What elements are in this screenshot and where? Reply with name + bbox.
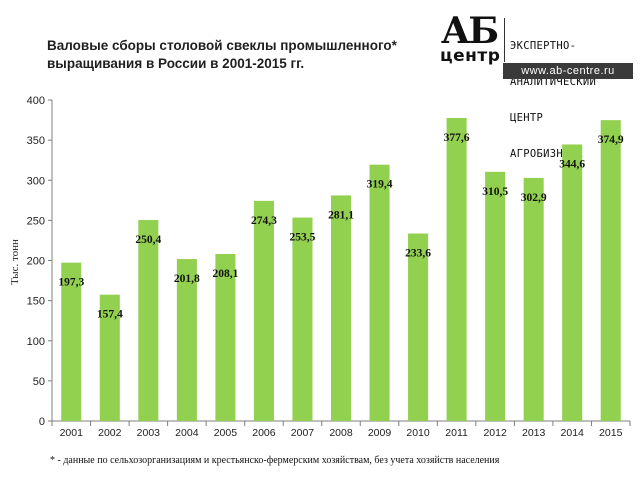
chart-title-line-2: выращивания в России в 2001-2015 гг. xyxy=(47,56,305,71)
x-tick-label: 2007 xyxy=(291,427,315,439)
data-label-2011: 377,6 xyxy=(444,132,470,144)
bar-2003 xyxy=(138,220,159,421)
x-tick-label: 2002 xyxy=(98,427,122,439)
x-tick-label: 2004 xyxy=(175,427,199,439)
x-axis: 2001 2002 2003 2004 2005 2006 2007 2008 2009 2010… xyxy=(51,420,631,439)
logo-line-2: АНАЛИТИЧЕСКИЙ xyxy=(510,76,597,88)
x-tick-label: 2014 xyxy=(561,427,585,439)
logo-divider xyxy=(504,18,505,62)
y-tick-label: 300 xyxy=(27,175,45,187)
y-tick-label: 150 xyxy=(27,296,45,308)
data-label-2009: 319,4 xyxy=(367,179,393,191)
y-tick-label: 200 xyxy=(27,256,45,268)
bar-2001 xyxy=(61,262,82,421)
logo-ab-letters: АБ xyxy=(441,10,499,52)
logo-line-3: ЦЕНТР xyxy=(510,112,544,124)
data-label-2004: 201,8 xyxy=(174,273,200,285)
data-label-2003: 250,4 xyxy=(135,234,161,246)
y-tick-label: 50 xyxy=(33,376,45,388)
data-labels: 197,3 157,4 250,4 201,8 208,1 274,3 253,5 281,1… xyxy=(58,132,624,321)
data-label-2007: 253,5 xyxy=(290,232,316,244)
bar-2005 xyxy=(215,253,236,421)
x-tick-label: 2008 xyxy=(329,427,353,439)
bar-2010 xyxy=(408,233,429,421)
bar-2015 xyxy=(600,120,621,421)
y-tick-label: 0 xyxy=(39,416,45,428)
logo-url: www.ab-centre.ru xyxy=(503,63,633,79)
x-tick-label: 2001 xyxy=(60,427,84,439)
data-label-2005: 208,1 xyxy=(212,268,238,280)
bar-2013 xyxy=(523,177,544,421)
data-label-2008: 281,1 xyxy=(328,209,354,221)
data-label-2015: 374,9 xyxy=(598,134,624,146)
bar-2006 xyxy=(253,200,274,421)
bar-2012 xyxy=(485,171,506,421)
y-tick-label: 350 xyxy=(27,135,45,147)
y-axis: 0 50 100 150 200 250 300 350 400 xyxy=(27,95,53,428)
logo-line-1: ЭКСПЕРТНО- xyxy=(510,40,577,52)
bar-2004 xyxy=(176,259,197,421)
data-label-2006: 274,3 xyxy=(251,215,277,227)
x-tick-label: 2006 xyxy=(252,427,276,439)
x-tick-label: 2009 xyxy=(368,427,392,439)
logo-mark: АБ центр xyxy=(437,10,501,66)
y-axis-title: Тыс. тонн xyxy=(9,239,21,285)
y-tick-label: 400 xyxy=(27,95,45,107)
x-tick-label: 2011 xyxy=(445,427,468,439)
x-tick-label: 2013 xyxy=(522,427,546,439)
x-tick-label: 2010 xyxy=(406,427,430,439)
data-label-2012: 310,5 xyxy=(482,186,508,198)
bars xyxy=(61,117,621,421)
bar-2008 xyxy=(330,195,352,421)
y-tick-label: 250 xyxy=(27,215,45,227)
data-label-2001: 197,3 xyxy=(58,277,84,289)
bar-2007 xyxy=(292,217,313,421)
y-tick-label: 100 xyxy=(27,336,45,348)
data-label-2014: 344,6 xyxy=(559,158,585,170)
chart-title-line-1: Валовые сборы столовой свеклы промышленн… xyxy=(47,38,397,53)
x-tick-label: 2003 xyxy=(137,427,161,439)
footnote: * - данные по сельхозорганизациям и крес… xyxy=(50,455,500,466)
bar-2014 xyxy=(562,144,583,421)
x-tick-label: 2005 xyxy=(214,427,238,439)
x-tick-label: 2015 xyxy=(599,427,623,439)
data-label-2010: 233,6 xyxy=(405,248,431,260)
chart-title: Валовые сборы столовой свеклы промышленн… xyxy=(47,37,407,73)
bar-2002 xyxy=(99,294,120,421)
logo-centr-word: центр xyxy=(440,46,501,66)
bar-2011 xyxy=(446,117,467,421)
x-tick-label: 2012 xyxy=(483,427,507,439)
ab-centre-logo: АБ центр ЭКСПЕРТНО- АНАЛИТИЧЕСКИЙ ЦЕНТР … xyxy=(437,10,633,160)
bar-2009 xyxy=(369,164,390,421)
data-label-2002: 157,4 xyxy=(97,309,123,321)
data-label-2013: 302,9 xyxy=(521,192,547,204)
